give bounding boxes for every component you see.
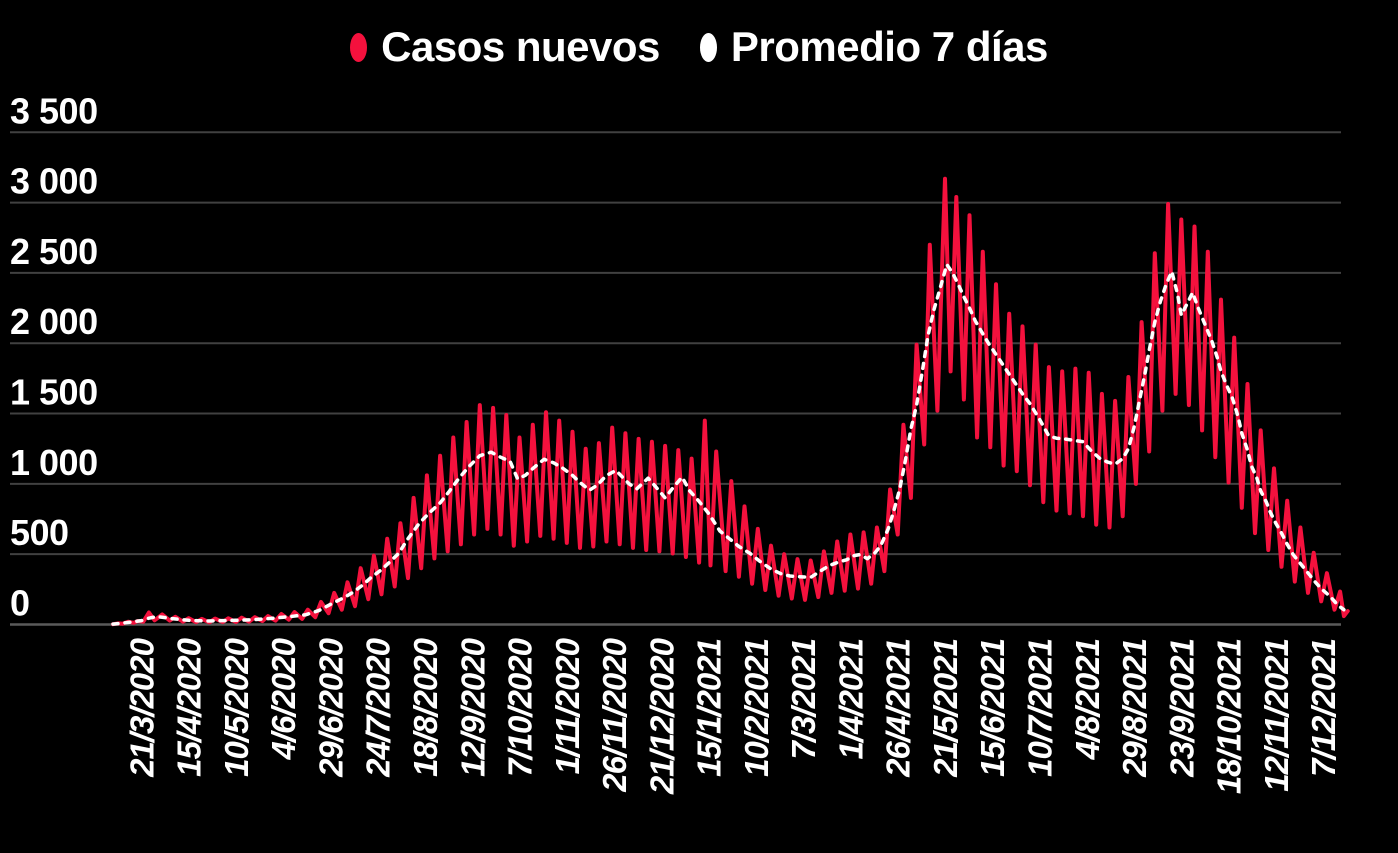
x-tick-label: 18/8/2020	[407, 637, 444, 776]
x-tick-label: 23/9/2021	[1163, 639, 1200, 778]
y-tick-label: 0	[10, 583, 30, 624]
legend-item-promedio-7-dias[interactable]: Promedio 7 días	[699, 23, 1048, 70]
y-tick-label: 2 000	[10, 301, 98, 342]
legend-label-promedio-7-dias: Promedio 7 días	[730, 23, 1048, 70]
x-tick-label: 21/12/2020	[643, 637, 680, 795]
x-tick-label: 15/1/2021	[691, 639, 728, 777]
y-tick-label: 2 500	[10, 231, 98, 272]
x-tick-label: 24/7/2020	[360, 637, 397, 777]
y-tick-label: 3 500	[10, 90, 98, 131]
x-tick-label: 1/11/2020	[549, 637, 586, 774]
x-tick-label: 15/4/2020	[171, 637, 208, 776]
x-tick-label: 29/6/2020	[312, 637, 349, 777]
x-tick-label: 10/7/2021	[1021, 639, 1058, 777]
daily-cases-line	[111, 176, 1350, 627]
x-tick-label: 12/11/2021	[1258, 639, 1295, 792]
y-tick-label: 1 000	[10, 442, 98, 483]
x-tick-label: 21/3/2020	[123, 637, 160, 777]
x-tick-label: 26/4/2021	[880, 639, 917, 778]
legend-label-casos-nuevos: Casos nuevos	[381, 23, 660, 70]
y-tick-label: 500	[10, 512, 69, 553]
legend-item-casos-nuevos[interactable]: Casos nuevos	[350, 26, 660, 68]
x-tick-label: 1/4/2021	[832, 639, 869, 759]
y-tick-label: 1 500	[10, 372, 98, 413]
promedio-7-dias-marker-icon	[699, 32, 717, 62]
x-tick-label: 21/5/2021	[927, 639, 964, 778]
chart-legend: Casos nuevos Promedio 7 días	[0, 26, 1398, 68]
x-tick-label: 15/6/2021	[974, 639, 1011, 777]
x-tick-label: 7/12/2021	[1305, 639, 1342, 777]
casos-nuevos-marker-icon	[350, 32, 368, 62]
x-tick-label: 7/10/2020	[502, 637, 539, 776]
avg-7day-line	[111, 262, 1346, 626]
x-tick-label: 26/11/2020	[596, 637, 633, 792]
x-tick-label: 18/10/2021	[1211, 639, 1248, 794]
y-tick-label: 3 000	[10, 161, 98, 202]
x-tick-label: 7/3/2021	[785, 639, 822, 759]
x-tick-label: 10/2/2021	[738, 639, 775, 777]
x-tick-label: 4/8/2021	[1069, 639, 1106, 760]
x-tick-label: 10/5/2020	[218, 637, 255, 776]
x-tick-label: 12/9/2020	[454, 637, 491, 776]
x-tick-label: 29/8/2021	[1116, 639, 1153, 778]
x-tick-label: 4/6/2020	[265, 637, 302, 760]
